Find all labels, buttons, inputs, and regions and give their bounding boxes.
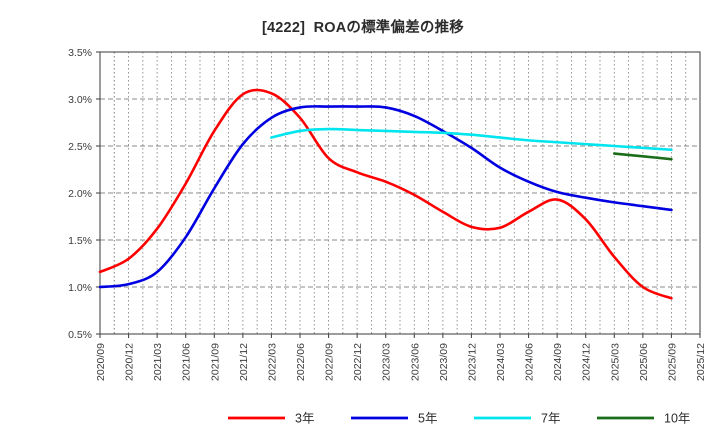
y-axis-ticks: 0.5% 1.0% 1.5% 2.0% 2.5% 3.0% 3.5%	[68, 47, 100, 341]
x-tick-label: 2021/06	[181, 343, 193, 381]
x-tick-label: 2025/06	[638, 343, 650, 381]
chart-title: [4222] ROAの標準偏差の推移	[262, 20, 464, 36]
x-tick-label: 2021/09	[209, 343, 221, 381]
y-tick-label: 3.5%	[68, 47, 92, 59]
x-tick-label: 2022/06	[295, 343, 307, 381]
series-line-7年	[270, 127, 673, 152]
x-tick-label: 2024/03	[495, 343, 507, 381]
x-tick-label: 2023/03	[381, 343, 393, 381]
y-tick-label: 3.0%	[68, 94, 92, 106]
legend-label-5年: 5年	[418, 411, 437, 425]
y-tick-label: 0.5%	[68, 329, 92, 341]
major-gridlines-horizontal	[100, 98, 700, 288]
x-tick-label: 2023/09	[438, 343, 450, 381]
series-line-3年	[98, 88, 673, 300]
x-tick-label: 2024/06	[524, 343, 536, 381]
x-tick-label: 2020/12	[124, 343, 136, 381]
legend-label-3年: 3年	[295, 411, 314, 425]
x-tick-label: 2020/09	[95, 343, 107, 381]
y-tick-label: 2.0%	[68, 188, 92, 200]
x-tick-label: 2022/09	[324, 343, 336, 381]
x-tick-label: 2023/06	[409, 343, 421, 381]
x-tick-label: 2024/12	[581, 343, 593, 381]
series-lines	[98, 88, 673, 300]
y-tick-label: 2.5%	[68, 141, 92, 153]
series-line-10年	[612, 152, 673, 161]
x-tick-label: 2023/12	[466, 343, 478, 381]
x-tick-label: 2022/03	[266, 343, 278, 381]
legend-label-10年: 10年	[664, 411, 690, 425]
y-tick-label: 1.5%	[68, 235, 92, 247]
legend-label-7年: 7年	[541, 411, 560, 425]
series-line-5年	[98, 105, 673, 289]
y-tick-label: 1.0%	[68, 282, 92, 294]
x-tick-label: 2024/09	[552, 343, 564, 381]
chart-legend: 3年 5年 7年 10年	[228, 411, 690, 425]
x-tick-label: 2025/03	[609, 343, 621, 381]
x-tick-label: 2022/12	[352, 343, 364, 381]
x-axis-ticks: 2020/09 2020/12 2021/03 2021/06 2021/09 2021/…	[95, 334, 707, 381]
x-tick-label: 2021/12	[238, 343, 250, 381]
x-tick-label: 2025/12	[695, 343, 707, 381]
x-tick-label: 2025/09	[666, 343, 678, 381]
x-tick-label: 2021/03	[152, 343, 164, 381]
